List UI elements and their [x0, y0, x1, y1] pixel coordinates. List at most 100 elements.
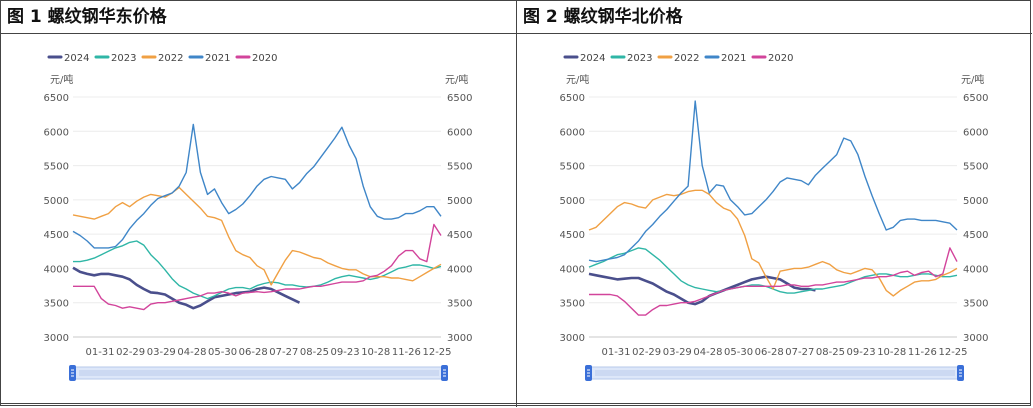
legend-label-2021: 2021	[205, 53, 230, 64]
y-tick-left-4500: 4500	[560, 230, 585, 241]
y-tick-left-5000: 5000	[560, 196, 585, 207]
x-tick-03-29: 03-29	[663, 347, 692, 358]
series-line-2021	[588, 100, 958, 263]
y-tick-right-6000: 6000	[447, 127, 472, 138]
legend-item-2021[interactable]: 2021	[188, 53, 230, 64]
zoom-slider-preview	[595, 370, 955, 376]
x-tick-07-27: 07-27	[269, 347, 298, 358]
legend-item-2023[interactable]: 2023	[610, 53, 652, 64]
y-tick-left-4000: 4000	[44, 264, 69, 275]
series-line-2021	[72, 123, 442, 249]
legend-item-2021[interactable]: 2021	[704, 53, 746, 64]
y-tick-right-4500: 4500	[963, 230, 988, 241]
y-tick-right-3000: 3000	[447, 333, 472, 344]
y-tick-right-5000: 5000	[963, 196, 988, 207]
table-divider	[1, 403, 1030, 404]
y-tick-left-3000: 3000	[560, 333, 585, 344]
zoom-handle-left[interactable]	[585, 365, 592, 381]
x-tick-10-28: 10-28	[361, 347, 390, 358]
y-tick-left-5500: 5500	[44, 162, 69, 173]
x-tick-11-26: 11-26	[392, 347, 421, 358]
series-line-2022	[588, 189, 958, 297]
y-unit-right: 元/吨	[961, 73, 984, 86]
x-tick-05-30: 05-30	[724, 347, 753, 358]
y-tick-right-3000: 3000	[963, 333, 988, 344]
y-tick-left-6000: 6000	[560, 127, 585, 138]
chart-cell-north: 图 2 螺纹钢华北价格 2024 2023 2022 2021 2020 元/吨 元/吨 30…	[517, 1, 1032, 407]
x-tick-08-25: 08-25	[816, 347, 845, 358]
series-line-2020	[589, 247, 958, 316]
x-tick-06-28: 06-28	[239, 347, 268, 358]
legend-label-2024: 2024	[64, 53, 89, 64]
y-tick-left-3500: 3500	[560, 299, 585, 310]
y-tick-right-5000: 5000	[447, 196, 472, 207]
x-tick-02-29: 02-29	[116, 347, 145, 358]
y-tick-right-4500: 4500	[447, 230, 472, 241]
x-tick-06-28: 06-28	[755, 347, 784, 358]
legend-label-2022: 2022	[158, 53, 183, 64]
x-tick-01-31: 01-31	[85, 347, 114, 358]
y-unit-right: 元/吨	[445, 73, 468, 86]
legend-label-2022: 2022	[674, 53, 699, 64]
y-tick-right-6500: 6500	[447, 93, 472, 104]
legend-item-2024[interactable]: 2024	[563, 53, 605, 64]
y-tick-right-6000: 6000	[963, 127, 988, 138]
y-unit-left: 元/吨	[566, 73, 589, 86]
chart-title-east: 图 1 螺纹钢华东价格	[1, 1, 516, 34]
y-tick-left-4000: 4000	[560, 264, 585, 275]
zoom-handle-right[interactable]	[957, 365, 964, 381]
legend-label-2023: 2023	[111, 53, 136, 64]
legend-item-2024[interactable]: 2024	[47, 53, 89, 64]
legend-label-2020: 2020	[252, 53, 277, 64]
y-tick-left-6000: 6000	[44, 127, 69, 138]
x-tick-12-25: 12-25	[422, 347, 451, 358]
legend-label-2023: 2023	[627, 53, 652, 64]
x-tick-04-28: 04-28	[177, 347, 206, 358]
x-tick-09-23: 09-23	[847, 347, 876, 358]
y-tick-right-4000: 4000	[963, 264, 988, 275]
chart-north: 2024 2023 2022 2021 2020 元/吨 元/吨 3000 3000 3500 35…	[560, 53, 988, 381]
y-tick-right-3500: 3500	[447, 299, 472, 310]
legend-label-2021: 2021	[721, 53, 746, 64]
y-tick-right-5500: 5500	[963, 162, 988, 173]
legend-item-2022[interactable]: 2022	[141, 53, 183, 64]
y-tick-left-3500: 3500	[44, 299, 69, 310]
chart-title-north: 图 2 螺纹钢华北价格	[517, 1, 1032, 34]
x-tick-09-23: 09-23	[331, 347, 360, 358]
y-tick-right-5500: 5500	[447, 162, 472, 173]
chart-cell-east: 图 1 螺纹钢华东价格 2024 2023 2022 2021 2020 元/吨 元/吨 30…	[1, 1, 517, 407]
x-tick-03-29: 03-29	[147, 347, 176, 358]
x-tick-05-30: 05-30	[208, 347, 237, 358]
series-line-2020	[73, 223, 442, 311]
x-tick-08-25: 08-25	[300, 347, 329, 358]
y-tick-left-5500: 5500	[560, 162, 585, 173]
zoom-handle-left[interactable]	[69, 365, 76, 381]
y-tick-left-4500: 4500	[44, 230, 69, 241]
y-tick-left-3000: 3000	[44, 333, 69, 344]
legend-item-2022[interactable]: 2022	[657, 53, 699, 64]
legend-item-2020[interactable]: 2020	[751, 53, 793, 64]
y-tick-right-3500: 3500	[963, 299, 988, 310]
x-tick-07-27: 07-27	[785, 347, 814, 358]
x-tick-04-28: 04-28	[693, 347, 722, 358]
y-tick-right-6500: 6500	[963, 93, 988, 104]
x-tick-01-31: 01-31	[601, 347, 630, 358]
zoom-handle-right[interactable]	[441, 365, 448, 381]
x-tick-10-28: 10-28	[877, 347, 906, 358]
x-tick-02-29: 02-29	[632, 347, 661, 358]
y-tick-left-6500: 6500	[44, 93, 69, 104]
y-tick-left-6500: 6500	[560, 93, 585, 104]
y-tick-left-5000: 5000	[44, 196, 69, 207]
legend-item-2023[interactable]: 2023	[94, 53, 136, 64]
x-tick-11-26: 11-26	[908, 347, 937, 358]
chart-east: 2024 2023 2022 2021 2020 元/吨 元/吨 3000 3000 3500 35…	[44, 53, 472, 381]
legend-item-2020[interactable]: 2020	[235, 53, 277, 64]
series-line-2024	[72, 266, 301, 310]
y-unit-left: 元/吨	[50, 73, 73, 86]
legend-label-2020: 2020	[768, 53, 793, 64]
x-tick-12-25: 12-25	[938, 347, 967, 358]
legend-label-2024: 2024	[580, 53, 605, 64]
zoom-slider-preview	[79, 370, 439, 376]
y-tick-right-4000: 4000	[447, 264, 472, 275]
